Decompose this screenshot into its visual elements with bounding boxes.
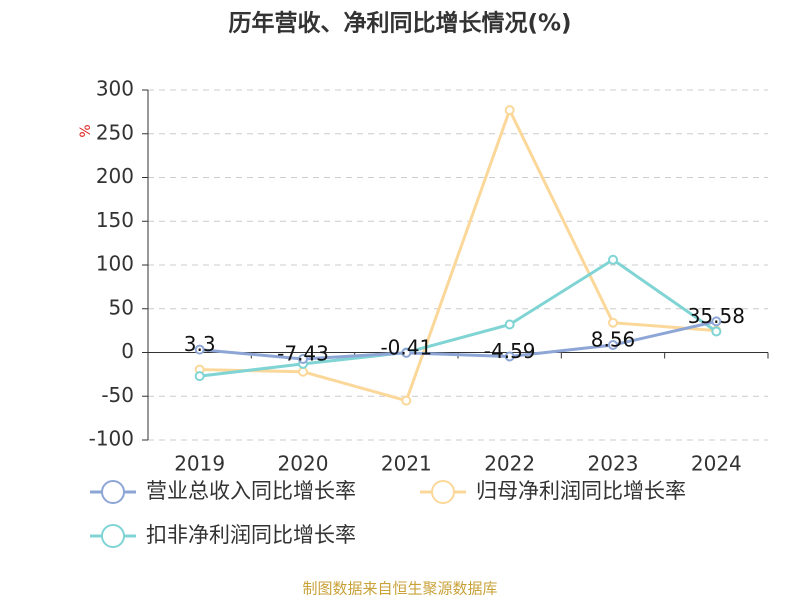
legend-marker [101,524,125,548]
y-axis-label: % [78,124,94,137]
x-tick-label: 2020 [278,452,329,476]
data-point [401,347,412,358]
data-point [608,254,618,265]
data-label: 3.3 [184,332,216,356]
y-tick-label: -100 [89,427,134,451]
data-point [608,340,618,351]
data-label: 8.56 [591,328,636,352]
legend-label: 扣非净利润同比增长率 [146,523,356,547]
y-tick-label: 100 [96,252,134,276]
chart-title: 历年营收、净利同比增长情况(%) [228,10,571,37]
data-point [401,395,412,406]
data-point [298,366,308,377]
series-line [199,106,717,403]
legend-label: 归母净利润同比增长率 [476,479,686,503]
x-tick-label: 2019 [174,452,225,476]
source-note: 制图数据来自恒生聚源数据库 [302,580,497,598]
data-label: 35.58 [688,304,745,328]
y-tick-label: 300 [96,77,134,101]
data-point [608,317,618,328]
y-tick-label: 200 [96,164,134,188]
x-tick-label: 2021 [381,452,432,476]
data-point [711,326,722,337]
data-point [711,316,722,327]
y-tick-label: -50 [101,383,134,407]
data-label: -4.59 [484,339,536,363]
y-tick-label: 50 [109,295,134,319]
x-tick-label: 2023 [588,452,639,476]
legend-label: 营业总收入同比增长率 [146,479,356,503]
y-tick-label: 150 [96,208,134,232]
data-label: -0.41 [380,335,432,359]
y-tick-label: 250 [96,120,134,144]
legend-marker [101,480,125,504]
legend-marker [431,480,455,504]
series-line [199,257,718,378]
data-point [504,105,515,116]
data-point [298,354,308,365]
y-tick-label: 0 [121,339,134,363]
data-point [194,371,205,382]
series-line [199,319,717,361]
data-label: -7.43 [277,342,329,366]
data-point [504,319,515,330]
x-tick-label: 2024 [691,452,742,476]
data-point [194,344,205,355]
x-tick-label: 2022 [484,452,535,476]
data-point [504,351,515,362]
